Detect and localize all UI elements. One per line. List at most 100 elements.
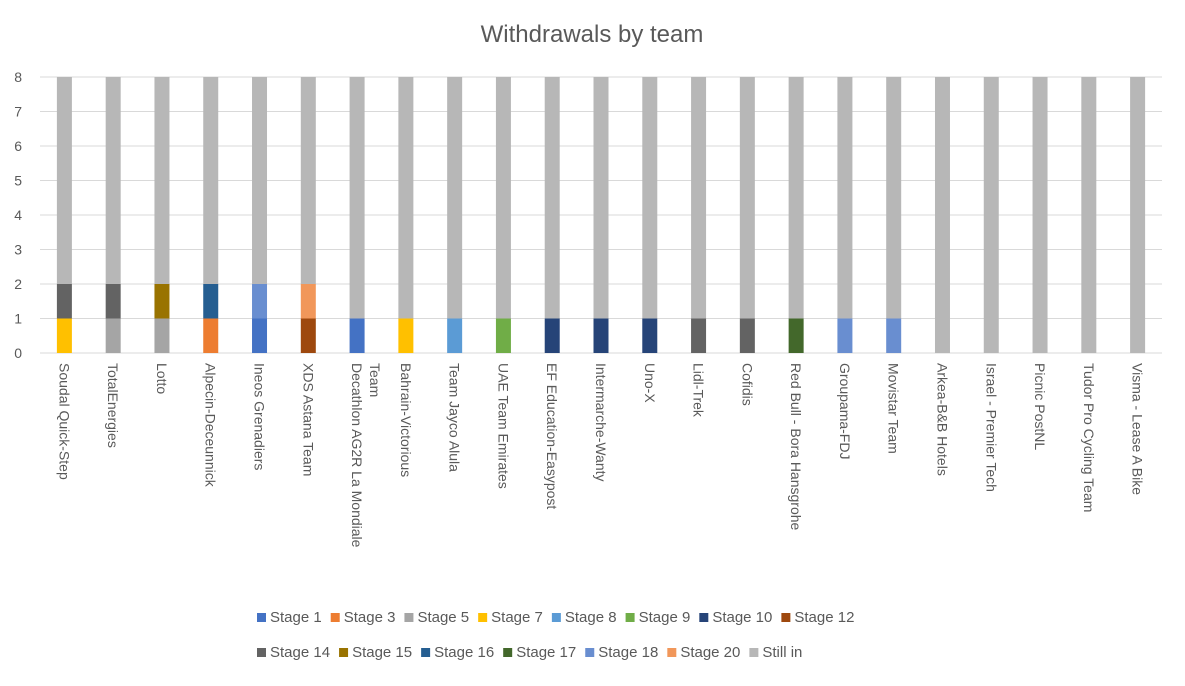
legend-swatch [551,613,561,622]
bar-segment-stage-12 [300,318,316,353]
legend-item: Stage 1 [257,609,322,626]
bar-segment-stage-1 [349,318,365,353]
legend-item: Stage 3 [330,609,396,626]
x-tick-label: Lotto [154,363,170,394]
legend-label: Stage 9 [639,609,691,626]
x-tick-label-line2: Team [367,363,383,397]
x-category-label: Uno-X [642,363,658,403]
bar-segment-stage-17 [788,318,804,353]
x-tick-label: Decathlon AG2R La Mondiale [349,363,365,548]
x-category-label: Visma - Lease A Bike [1130,363,1146,495]
bar-segment-still-in [349,77,365,319]
x-tick-label: Israel - Premier Tech [983,363,999,492]
legend-label: Stage 8 [565,609,617,626]
x-category-label: Israel - Premier Tech [983,363,999,492]
legend-item: Stage 8 [551,609,617,626]
bar-segment-still-in [105,77,121,284]
legend-item: Stage 12 [781,609,854,626]
bar-segment-still-in [1130,77,1146,353]
legend-swatch [667,648,677,657]
legend-label: Stage 20 [680,644,740,661]
legend-item: Stage 14 [257,644,330,661]
x-tick-label: Red Bull - Bora Hansgrohe [788,363,804,531]
bar-segment-still-in [495,77,511,319]
legend-swatch [330,613,340,622]
bar-segment-stage-15 [154,284,170,319]
y-tick-label: 2 [14,276,22,292]
bar-segment-stage-7 [56,318,72,353]
bar-segment-still-in [1081,77,1097,353]
legend-swatch [625,613,635,622]
legend-swatch [781,613,791,622]
y-tick-label: 5 [14,173,22,189]
bar-segment-stage-3 [203,318,219,353]
legend-swatch [257,648,266,657]
bar-segment-still-in [447,77,463,319]
bar-segment-still-in [934,77,950,353]
legend-label: Stage 5 [417,609,469,626]
x-category-label: TotalEnergies [105,363,121,448]
bar-segment-stage-14 [105,284,121,319]
x-tick-label: Arkea-B&B Hotels [934,363,950,476]
bar-segment-still-in [642,77,658,319]
legend-label: Stage 1 [270,609,322,626]
y-tick-label: 0 [14,345,22,361]
x-tick-label: Bahrain-Victorious [398,363,414,477]
x-category-label: Groupama-FDJ [837,363,853,459]
x-tick-label: EF Education-Easypost [544,363,560,509]
legend-label: Stage 3 [344,609,396,626]
x-tick-label: UAE Team Emirates [495,363,511,489]
bar-segment-stage-14 [56,284,72,319]
bar-segment-stage-14 [739,318,755,353]
bar-segment-stage-20 [300,284,316,319]
legend-label: Stage 17 [516,644,576,661]
bar-segment-stage-18 [886,318,902,353]
x-tick-label: Intermarche-Wanty [593,363,609,482]
legend-label: Stage 18 [598,644,658,661]
y-tick-label: 6 [14,138,22,154]
x-category-label: Bahrain-Victorious [398,363,414,477]
legend-swatch [749,648,759,657]
legend-label: Stage 15 [352,644,412,661]
x-axis: Soudal Quick-Step TotalEnergies Lotto Alpec… [56,363,1145,548]
x-category-label: Alpecin-Deceunnick [203,363,219,488]
bar-segment-stage-10 [544,318,560,353]
x-tick-label: Tudor Pro Cycling Team [1081,363,1097,512]
x-category-label: Red Bull - Bora Hansgrohe [788,363,804,531]
bar-segment-stage-18 [252,284,268,319]
bar-segment-still-in [983,77,999,353]
bar-segment-stage-7 [398,318,414,353]
x-category-label: Lidl-Trek [691,363,707,418]
legend-swatch [257,613,266,622]
bar-segment-stage-1 [252,318,268,353]
legend-label: Stage 10 [712,609,772,626]
x-tick-label: Groupama-FDJ [837,363,853,459]
x-tick-label: Ineos Grenadiers [252,363,268,470]
legend-item: Stage 5 [404,609,469,626]
bar-segment-stage-8 [447,318,463,353]
legend-swatch [699,613,709,622]
legend-item: Stage 15 [339,644,412,661]
x-tick-label: Soudal Quick-Step [56,363,72,480]
legend-swatch [585,648,595,657]
x-category-label: EF Education-Easypost [544,363,560,509]
x-tick-label: Visma - Lease A Bike [1130,363,1146,495]
bar-segment-stage-10 [593,318,609,353]
x-tick-label: Team Jayco Alula [447,363,463,472]
legend-item: Stage 9 [625,609,691,626]
legend-item: Stage 16 [421,644,494,661]
x-category-label: XDS Astana Team [300,363,316,476]
bar-segment-stage-16 [203,284,219,319]
x-category-label: Lotto [154,363,170,394]
x-category-label: UAE Team Emirates [495,363,511,489]
x-category-label: Movistar Team [886,363,902,454]
bar-segment-stage-9 [495,318,511,353]
legend-item: Stage 20 [667,644,740,661]
x-tick-label: XDS Astana Team [300,363,316,476]
x-tick-label: Lidl-Trek [691,363,707,418]
x-category-label: Decathlon AG2R La Mondiale Team [349,363,383,548]
bar-segment-still-in [154,77,170,284]
x-category-label: Arkea-B&B Hotels [934,363,950,476]
bar-segment-still-in [203,77,219,284]
legend-label: Stage 7 [491,609,543,626]
